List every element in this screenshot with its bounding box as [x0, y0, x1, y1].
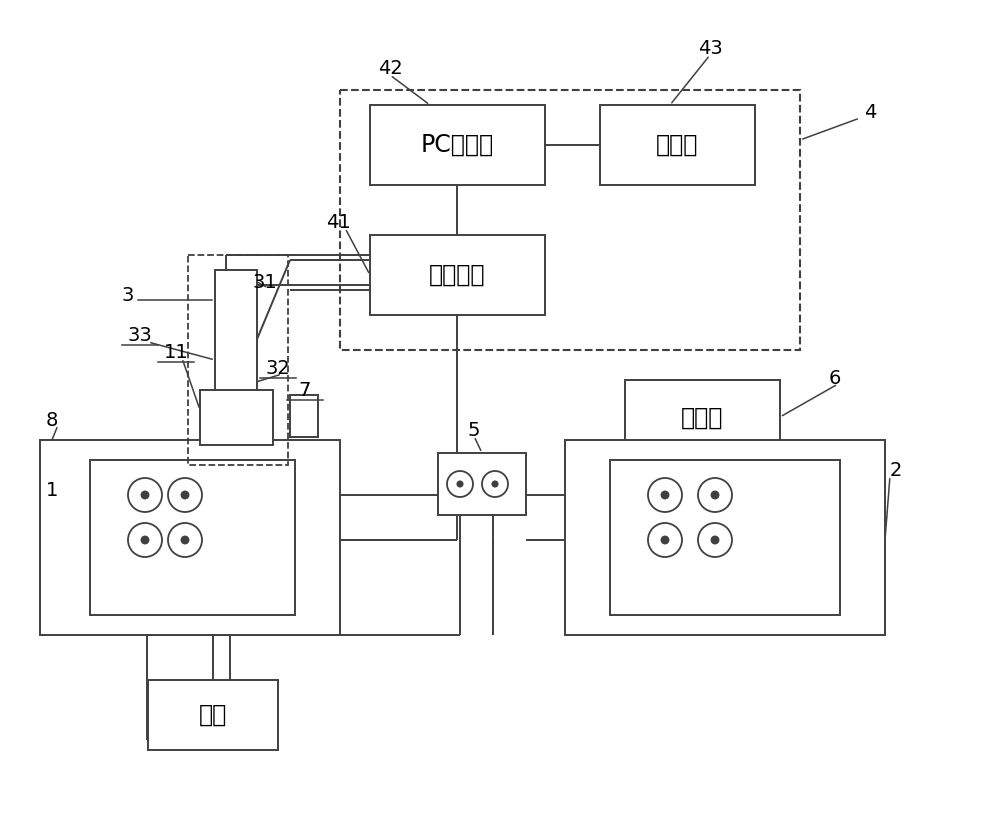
Circle shape [698, 478, 732, 512]
Text: 7: 7 [299, 380, 311, 400]
Text: 42: 42 [378, 58, 402, 77]
Circle shape [128, 478, 162, 512]
Bar [610, 460, 840, 615]
Text: 41: 41 [326, 213, 350, 232]
Circle shape [181, 536, 189, 544]
Bar [188, 255, 288, 465]
Circle shape [711, 536, 719, 544]
Circle shape [492, 481, 498, 487]
Bar [90, 460, 295, 615]
Circle shape [482, 471, 508, 497]
Bar [565, 440, 885, 635]
Text: 1: 1 [46, 480, 58, 499]
Circle shape [711, 491, 719, 498]
Circle shape [661, 536, 669, 544]
Text: 4: 4 [864, 103, 876, 122]
Bar [215, 270, 257, 425]
Bar [340, 90, 800, 350]
Text: 3: 3 [122, 286, 134, 305]
Circle shape [181, 491, 189, 498]
Circle shape [141, 536, 149, 544]
Circle shape [447, 471, 473, 497]
Text: 8: 8 [46, 410, 58, 429]
Circle shape [141, 491, 149, 498]
Text: 6: 6 [829, 369, 841, 388]
Text: 32: 32 [266, 359, 290, 378]
Circle shape [457, 481, 463, 487]
Text: 市电: 市电 [199, 703, 227, 727]
Text: 33: 33 [128, 325, 152, 345]
Text: 谐振腔: 谐振腔 [681, 406, 724, 429]
Circle shape [168, 478, 202, 512]
Text: 数据库: 数据库 [656, 133, 699, 157]
Text: 43: 43 [698, 39, 722, 57]
Text: 微处理器: 微处理器 [429, 263, 486, 287]
Circle shape [648, 478, 682, 512]
Text: PC控制端: PC控制端 [421, 133, 494, 157]
Circle shape [128, 523, 162, 557]
Bar [200, 390, 273, 445]
Text: 31: 31 [253, 273, 277, 291]
Bar [625, 380, 780, 455]
Text: 5: 5 [468, 420, 480, 439]
Text: 2: 2 [890, 461, 902, 479]
Circle shape [698, 523, 732, 557]
Circle shape [661, 491, 669, 498]
Bar [40, 440, 340, 635]
Text: 11: 11 [164, 342, 188, 361]
Bar [600, 105, 755, 185]
Bar [438, 453, 526, 515]
Circle shape [648, 523, 682, 557]
Circle shape [168, 523, 202, 557]
Bar [148, 680, 278, 750]
Bar [290, 395, 318, 437]
Bar [370, 105, 545, 185]
Bar [370, 235, 545, 315]
